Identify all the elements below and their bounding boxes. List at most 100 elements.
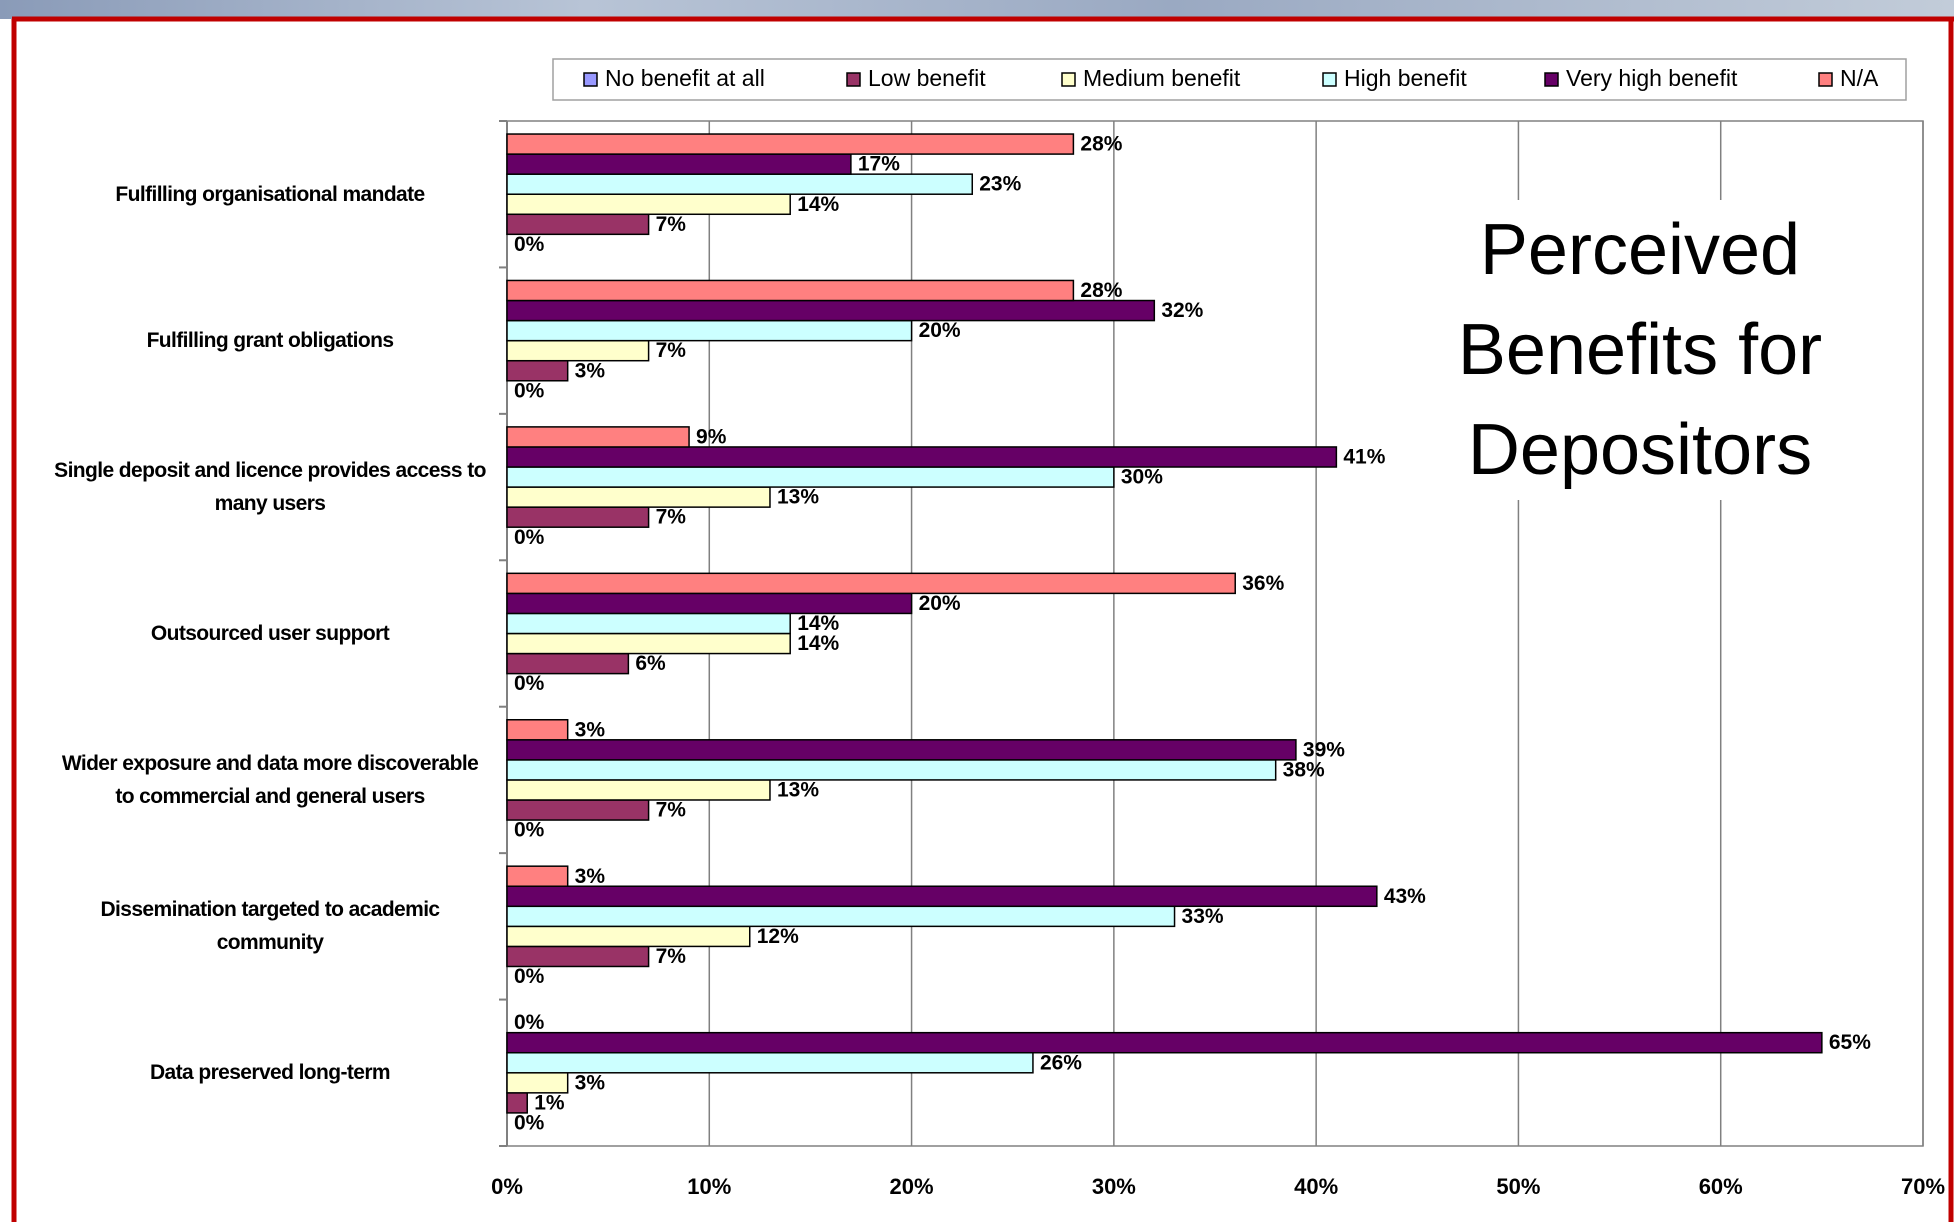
legend-label: Very high benefit	[1566, 65, 1738, 91]
bar	[506, 133, 1075, 155]
value-label: 3%	[575, 359, 606, 382]
value-label: 13%	[777, 486, 819, 509]
value-label: 20%	[919, 319, 961, 342]
value-label: 7%	[656, 945, 687, 968]
bar	[506, 1072, 569, 1094]
value-label: 17%	[858, 153, 900, 176]
bar	[506, 759, 1277, 781]
value-label: 32%	[1161, 299, 1203, 322]
y-tick-label: Data preserved long-term	[149, 1061, 391, 1085]
value-label: 33%	[1182, 905, 1224, 928]
value-label: 3%	[575, 1071, 606, 1094]
bar	[506, 446, 1338, 468]
x-tick-label: 60%	[1699, 1174, 1743, 1199]
bar	[506, 319, 913, 342]
y-tick-label: Dissemination targeted to academic commu…	[100, 898, 440, 955]
value-label: 7%	[656, 213, 687, 236]
bar	[506, 905, 1176, 928]
header-image	[0, 0, 1954, 19]
bar	[506, 719, 569, 741]
bar	[506, 945, 650, 968]
value-label: 0%	[514, 1011, 545, 1034]
legend-label: No benefit at all	[605, 65, 765, 91]
value-label: 3%	[575, 865, 606, 888]
bar	[506, 426, 690, 448]
value-label: 38%	[1283, 758, 1325, 781]
y-tick-label: Outsourced user support	[150, 622, 390, 645]
value-label: 39%	[1303, 738, 1345, 761]
bar	[506, 506, 650, 528]
bar	[506, 339, 650, 362]
bar	[506, 1031, 1823, 1054]
x-tick-label: 70%	[1901, 1174, 1945, 1199]
value-label: 14%	[797, 612, 839, 635]
value-label: 20%	[919, 592, 961, 615]
bar	[506, 193, 791, 216]
bar	[506, 925, 751, 948]
value-label: 7%	[656, 799, 687, 822]
value-label: 30%	[1121, 466, 1163, 489]
bar	[506, 739, 1297, 761]
value-label: 12%	[757, 925, 799, 948]
value-label: 26%	[1040, 1051, 1082, 1074]
legend-swatch	[1818, 72, 1833, 87]
value-label: 14%	[797, 632, 839, 655]
y-tick-label: Fulfilling grant obligations	[146, 329, 394, 353]
value-label: 0%	[514, 379, 545, 402]
bar	[506, 799, 650, 821]
legend-swatch	[846, 72, 861, 87]
bar	[506, 299, 1156, 322]
bar	[506, 1051, 1034, 1074]
value-label: 36%	[1242, 572, 1284, 595]
value-label: 28%	[1080, 279, 1122, 302]
bar	[506, 173, 974, 195]
bar	[506, 466, 1115, 488]
bar	[506, 572, 1236, 595]
bar	[506, 865, 569, 887]
value-label: 13%	[777, 779, 819, 802]
value-label: 0%	[514, 672, 545, 695]
x-tick-label: 40%	[1294, 1174, 1338, 1199]
bar	[506, 592, 913, 615]
value-label: 3%	[575, 718, 606, 741]
value-label: 0%	[514, 1111, 545, 1134]
value-label: 0%	[514, 526, 545, 549]
value-label: 7%	[656, 506, 687, 529]
value-label: 23%	[979, 173, 1021, 196]
legend-label: N/A	[1840, 65, 1879, 91]
y-tick-label: Wider exposure and data more discoverabl…	[61, 751, 479, 808]
legend-label: Low benefit	[868, 65, 986, 91]
y-tick-label: Single deposit and licence provides acce…	[54, 459, 486, 516]
value-label: 43%	[1384, 885, 1426, 908]
x-tick-label: 0%	[491, 1174, 523, 1199]
legend-label: High benefit	[1344, 65, 1467, 91]
value-label: 41%	[1343, 446, 1385, 469]
bar	[506, 486, 771, 508]
x-tick-label: 30%	[1092, 1174, 1136, 1199]
bar	[506, 885, 1378, 908]
chart-title: Perceived Benefits for Depositors	[1420, 200, 1860, 500]
value-label: 14%	[797, 193, 839, 216]
value-label: 1%	[534, 1091, 565, 1114]
bar	[506, 153, 852, 175]
value-label: 28%	[1080, 133, 1122, 156]
bar	[506, 213, 650, 236]
legend-box	[552, 58, 1907, 101]
value-label: 9%	[696, 425, 727, 448]
value-label: 7%	[656, 339, 687, 362]
bar	[506, 779, 771, 801]
legend-swatch	[583, 72, 598, 87]
bar	[506, 1092, 528, 1114]
value-label: 65%	[1829, 1031, 1871, 1054]
bar	[506, 652, 630, 675]
value-label: 0%	[514, 819, 545, 842]
x-tick-label: 20%	[890, 1174, 934, 1199]
x-tick-label: 50%	[1496, 1174, 1540, 1199]
bar	[506, 612, 791, 635]
value-label: 6%	[635, 652, 666, 675]
value-label: 0%	[514, 233, 545, 256]
legend-swatch	[1322, 72, 1337, 87]
legend-swatch	[1544, 72, 1559, 87]
bar	[506, 632, 791, 655]
value-label: 0%	[514, 965, 545, 988]
